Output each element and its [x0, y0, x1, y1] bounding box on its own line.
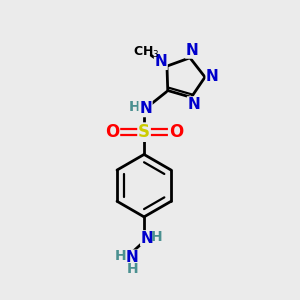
Text: N: N [206, 69, 219, 84]
Text: H: H [151, 230, 162, 244]
Text: H: H [129, 100, 140, 115]
Text: CH$_3$: CH$_3$ [133, 44, 160, 60]
Text: N: N [126, 250, 139, 265]
Text: O: O [169, 123, 183, 141]
Text: N: N [154, 54, 167, 69]
Text: H: H [115, 249, 127, 263]
Text: O: O [105, 123, 119, 141]
Text: N: N [186, 43, 198, 58]
Text: N: N [139, 101, 152, 116]
Text: S: S [138, 123, 150, 141]
Text: H: H [126, 262, 138, 277]
Text: N: N [188, 97, 200, 112]
Text: N: N [141, 231, 153, 246]
